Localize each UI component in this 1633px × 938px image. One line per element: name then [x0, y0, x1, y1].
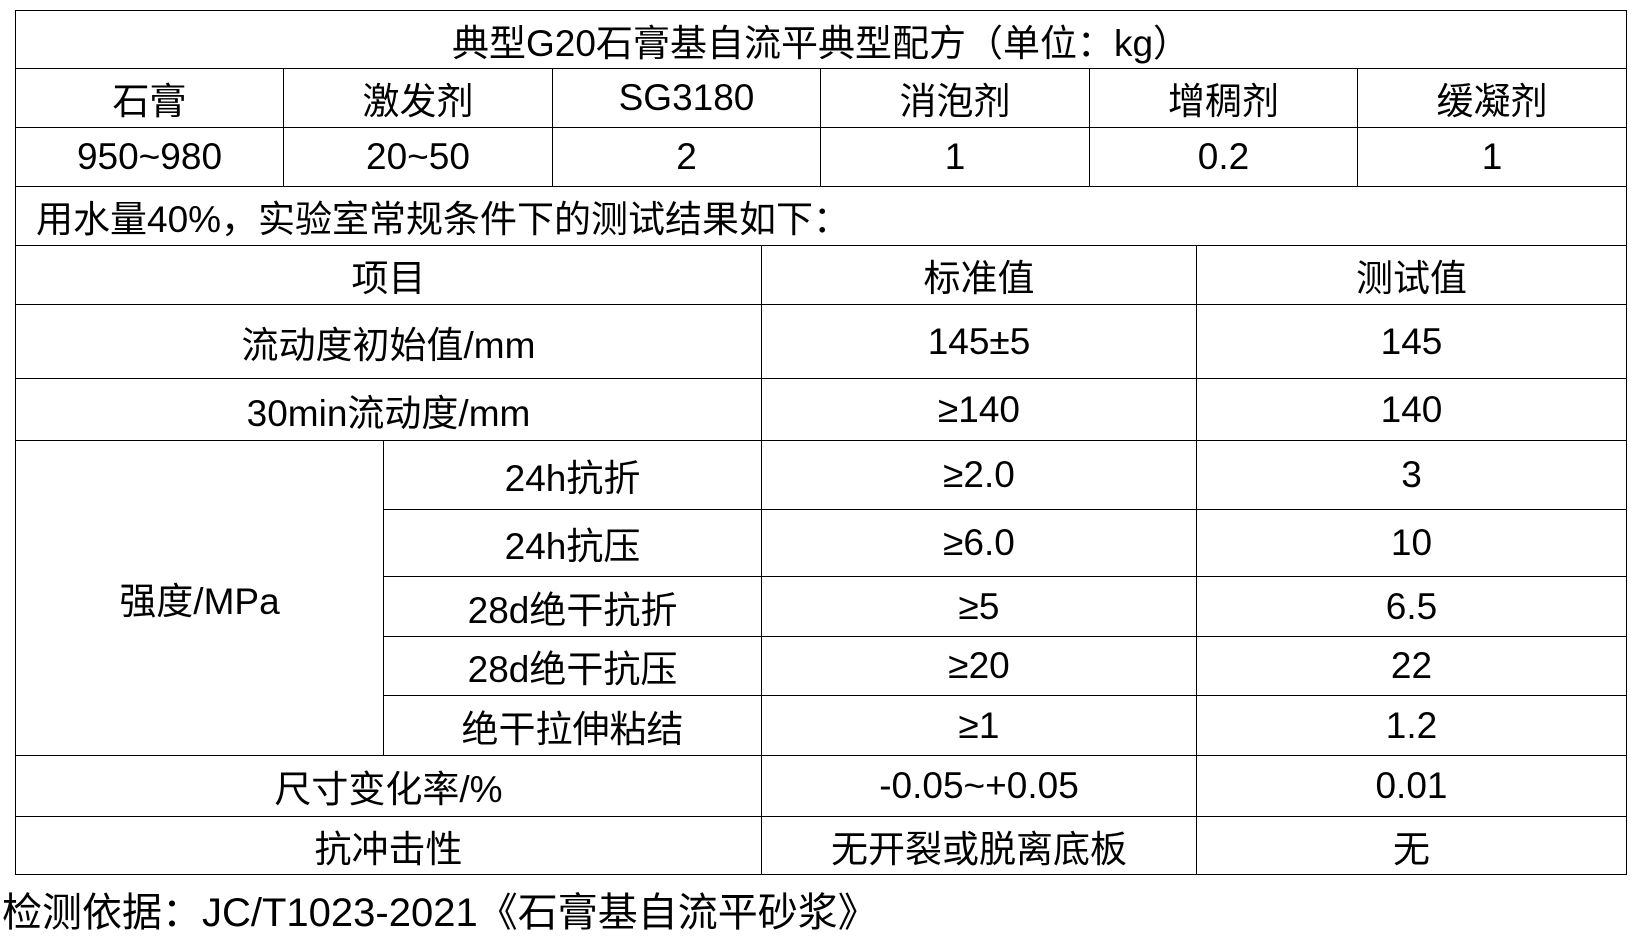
row-test: 145: [1196, 304, 1627, 379]
strength-label: 强度/MPa: [15, 440, 384, 756]
table-row: 绝干拉伸粘结 ≥1 1.2: [16, 695, 1627, 756]
table-row: 尺寸变化率/% -0.05~+0.05 0.01: [15, 755, 1627, 817]
row-standard: ≥2.0: [761, 440, 1197, 510]
row-item: 30min流动度/mm: [15, 378, 762, 441]
row-test: 3: [1196, 440, 1627, 510]
row-item: 尺寸变化率/%: [15, 755, 762, 817]
header-test: 测试值: [1196, 245, 1627, 305]
table-row: 24h抗压 ≥6.0 10: [16, 509, 1627, 577]
row-test: 140: [1196, 378, 1627, 441]
header-sg3180: SG3180: [552, 68, 821, 128]
row-item: 28d绝干抗折: [383, 576, 762, 637]
test-basis-footer: 检测依据：JC/T1023-2021《石膏基自流平砂浆》: [2, 891, 878, 935]
value-sg3180: 2: [552, 127, 821, 187]
value-thickener: 0.2: [1089, 127, 1358, 187]
row-standard: ≥140: [761, 378, 1197, 441]
row-item: 24h抗折: [383, 440, 762, 510]
row-standard: 145±5: [761, 304, 1197, 379]
table-row: 28d绝干抗压 ≥20 22: [16, 636, 1627, 696]
row-standard: -0.05~+0.05: [761, 755, 1197, 817]
formula-title: 典型G20石膏基自流平典型配方（单位：kg）: [14, 10, 1628, 69]
row-standard: ≥6.0: [761, 509, 1197, 577]
test-note: 用水量40%，实验室常规条件下的测试结果如下：: [14, 186, 1628, 246]
table-row: 抗冲击性 无开裂或脱离底板 无: [15, 816, 1627, 875]
row-test: 6.5: [1196, 576, 1627, 637]
row-test: 1.2: [1196, 695, 1627, 756]
value-defoamer: 1: [820, 127, 1090, 187]
formula-table: 典型G20石膏基自流平典型配方（单位：kg） 石膏 激发剂 SG3180 消泡剂…: [14, 10, 1628, 246]
header-retarder: 缓凝剂: [1356, 68, 1628, 128]
header-defoamer: 消泡剂: [820, 68, 1090, 128]
table-row: 30min流动度/mm ≥140 140: [15, 378, 1627, 441]
row-item: 流动度初始值/mm: [15, 304, 762, 379]
row-standard: 无开裂或脱离底板: [761, 816, 1197, 875]
row-item: 28d绝干抗压: [383, 636, 762, 696]
row-standard: ≥1: [761, 695, 1197, 756]
row-item: 24h抗压: [383, 509, 762, 577]
value-retarder: 1: [1356, 127, 1628, 187]
header-activator: 激发剂: [283, 68, 553, 128]
table-row: 强度/MPa 24h抗折 ≥2.0 3: [15, 440, 1627, 756]
header-standard: 标准值: [761, 245, 1197, 305]
table-row: 流动度初始值/mm 145±5 145: [15, 304, 1627, 379]
value-activator: 20~50: [283, 127, 553, 187]
results-table: 项目 标准值 测试值 流动度初始值/mm 145±5 145 30min流动度/…: [15, 245, 1627, 875]
header-thickener: 增稠剂: [1089, 68, 1358, 128]
strength-label-text: 强度/MPa: [119, 581, 280, 622]
header-item: 项目: [15, 245, 762, 305]
row-standard: ≥5: [761, 576, 1197, 637]
header-gypsum: 石膏: [15, 68, 284, 128]
row-item: 抗冲击性: [15, 816, 762, 875]
row-test: 0.01: [1196, 755, 1627, 817]
value-gypsum: 950~980: [15, 127, 284, 187]
row-standard: ≥20: [761, 636, 1197, 696]
row-test: 无: [1196, 816, 1627, 875]
row-test: 22: [1196, 636, 1627, 696]
row-test: 10: [1196, 509, 1627, 577]
row-item: 绝干拉伸粘结: [383, 695, 762, 756]
